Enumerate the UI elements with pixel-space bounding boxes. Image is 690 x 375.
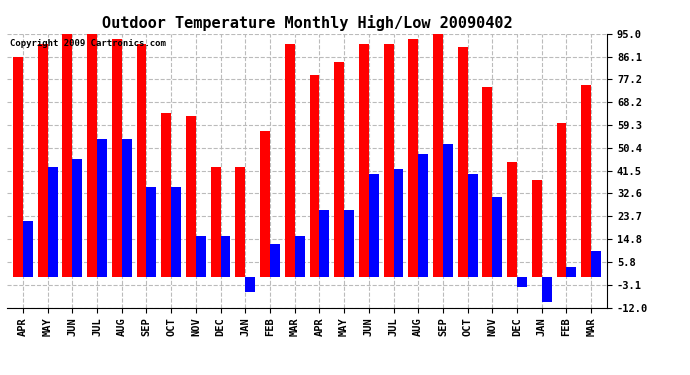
Bar bbox=[285, 44, 295, 277]
Bar bbox=[393, 170, 404, 277]
Bar bbox=[310, 75, 319, 277]
Bar bbox=[369, 174, 379, 277]
Bar bbox=[23, 220, 33, 277]
Bar bbox=[260, 131, 270, 277]
Bar bbox=[443, 144, 453, 277]
Text: Copyright 2009 Cartronics.com: Copyright 2009 Cartronics.com bbox=[10, 39, 166, 48]
Bar bbox=[418, 154, 428, 277]
Bar bbox=[457, 46, 468, 277]
Bar bbox=[581, 85, 591, 277]
Bar bbox=[566, 267, 576, 277]
Bar bbox=[235, 167, 245, 277]
Bar bbox=[146, 187, 157, 277]
Bar bbox=[408, 39, 418, 277]
Bar bbox=[137, 44, 146, 277]
Bar bbox=[468, 174, 477, 277]
Bar bbox=[13, 57, 23, 277]
Bar bbox=[38, 44, 48, 277]
Bar bbox=[221, 236, 230, 277]
Bar bbox=[171, 187, 181, 277]
Bar bbox=[87, 34, 97, 277]
Bar bbox=[112, 39, 121, 277]
Bar bbox=[97, 139, 107, 277]
Bar bbox=[245, 277, 255, 292]
Bar bbox=[48, 167, 57, 277]
Bar bbox=[319, 210, 329, 277]
Bar bbox=[507, 162, 517, 277]
Bar bbox=[161, 113, 171, 277]
Bar bbox=[359, 44, 369, 277]
Bar bbox=[532, 180, 542, 277]
Bar bbox=[344, 210, 354, 277]
Bar bbox=[72, 159, 82, 277]
Bar bbox=[186, 116, 196, 277]
Bar bbox=[433, 34, 443, 277]
Bar bbox=[270, 243, 280, 277]
Bar bbox=[295, 236, 304, 277]
Bar bbox=[517, 277, 527, 287]
Bar bbox=[591, 251, 601, 277]
Bar bbox=[482, 87, 493, 277]
Bar bbox=[384, 44, 393, 277]
Title: Outdoor Temperature Monthly High/Low 20090402: Outdoor Temperature Monthly High/Low 200… bbox=[101, 15, 513, 31]
Bar bbox=[210, 167, 221, 277]
Bar bbox=[542, 277, 551, 302]
Bar bbox=[557, 123, 566, 277]
Bar bbox=[196, 236, 206, 277]
Bar bbox=[63, 34, 72, 277]
Bar bbox=[493, 198, 502, 277]
Bar bbox=[121, 139, 132, 277]
Bar bbox=[334, 62, 344, 277]
